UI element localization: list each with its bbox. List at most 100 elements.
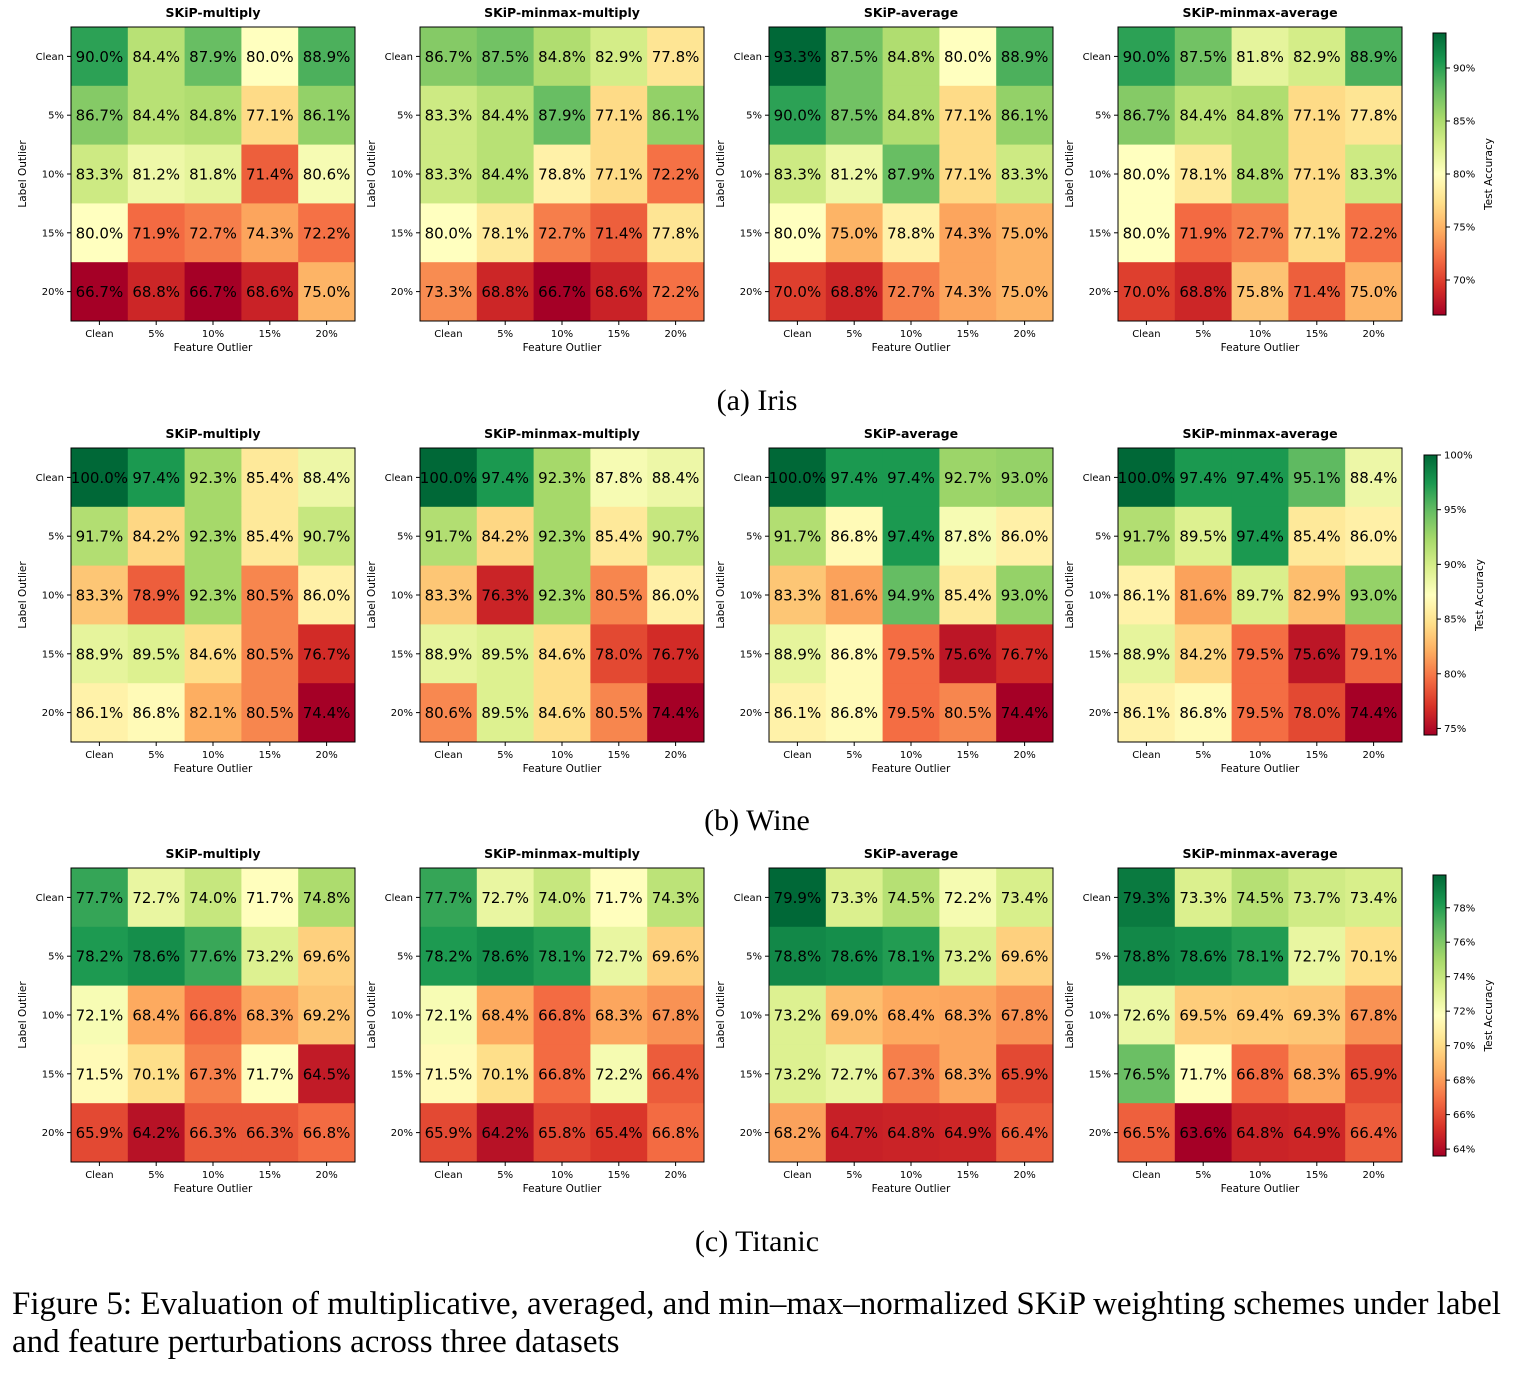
cell-label: 74.0% bbox=[189, 889, 237, 907]
heatmap-cell bbox=[590, 868, 648, 928]
cell-label: 69.4% bbox=[1236, 1007, 1284, 1025]
cell-label: 80.0% bbox=[425, 224, 473, 242]
heatmap-cell bbox=[71, 985, 129, 1045]
heatmap-cell bbox=[769, 624, 827, 684]
panel-title: SKiP-minmax-average bbox=[1182, 426, 1337, 441]
cell-label: 69.3% bbox=[1293, 1007, 1341, 1025]
cell-label: 72.7% bbox=[189, 224, 237, 242]
colorbar-tick-label: 68% bbox=[1453, 1076, 1475, 1087]
cell-label: 88.4% bbox=[303, 469, 351, 487]
cell-label: 69.6% bbox=[1001, 948, 1049, 966]
x-tick-label: 15% bbox=[1306, 750, 1328, 761]
heatmap-cell bbox=[1231, 985, 1289, 1045]
cell-label: 78.2% bbox=[76, 948, 124, 966]
cell-label: 68.4% bbox=[887, 1007, 935, 1025]
x-tick-label: Clean bbox=[783, 329, 811, 340]
cell-label: 85.4% bbox=[246, 469, 294, 487]
colorbar-tick-label: 95% bbox=[1444, 505, 1466, 516]
heatmap-cell bbox=[939, 624, 997, 684]
cell-label: 80.5% bbox=[246, 587, 294, 605]
cell-label: 84.8% bbox=[189, 107, 237, 125]
cell-label: 70.0% bbox=[1123, 283, 1171, 301]
y-tick-label: 20% bbox=[42, 287, 64, 298]
cell-label: 68.8% bbox=[132, 283, 180, 301]
x-tick-label: 5% bbox=[497, 1170, 513, 1181]
cell-label: 75.0% bbox=[1001, 224, 1049, 242]
cell-label: 66.3% bbox=[189, 1124, 237, 1142]
cell-label: 68.3% bbox=[944, 1065, 992, 1083]
cell-label: 66.7% bbox=[538, 283, 586, 301]
heatmap-cell bbox=[647, 1103, 705, 1163]
heatmap-panel-0-1: SKiP-minmax-multiply 86.7% 87.5% 84.8% 82.9%… bbox=[366, 5, 705, 354]
x-tick-label: 15% bbox=[1306, 1170, 1328, 1181]
cell-label: 73.2% bbox=[944, 948, 992, 966]
x-tick-label: 20% bbox=[1362, 329, 1384, 340]
heatmap-cell bbox=[1345, 262, 1403, 322]
heatmap-cell bbox=[298, 1044, 356, 1104]
heatmap-cell bbox=[1231, 85, 1289, 145]
y-tick-label: 5% bbox=[1095, 532, 1111, 543]
cell-label: 72.2% bbox=[944, 889, 992, 907]
y-tick-label: Clean bbox=[36, 52, 64, 63]
y-tick-label: 5% bbox=[746, 952, 762, 963]
x-tick-label: 5% bbox=[148, 1170, 164, 1181]
cell-label: 78.0% bbox=[595, 645, 643, 663]
y-tick-label: Clean bbox=[734, 473, 762, 484]
cell-label: 89.5% bbox=[481, 704, 529, 722]
heatmap-cell bbox=[996, 27, 1054, 87]
heatmap-cell bbox=[825, 985, 883, 1045]
heatmap-cell bbox=[298, 565, 356, 625]
heatmap-cell bbox=[420, 27, 478, 87]
heatmap-cell bbox=[647, 144, 705, 204]
heatmap-cell bbox=[996, 144, 1054, 204]
heatmap-panel-0-2: SKiP-average 93.3% 87.5% 84.8% 80.0% 88.9% 90.… bbox=[715, 5, 1054, 354]
heatmap-cell bbox=[241, 1044, 299, 1104]
heatmap-cell bbox=[71, 565, 129, 625]
cell-label: 82.1% bbox=[189, 704, 237, 722]
x-tick-label: 10% bbox=[551, 329, 573, 340]
heatmap-cell bbox=[882, 868, 940, 928]
y-tick-label: 5% bbox=[1095, 952, 1111, 963]
cell-label: 78.9% bbox=[132, 587, 180, 605]
cell-label: 74.3% bbox=[652, 889, 700, 907]
cell-label: 78.8% bbox=[1123, 948, 1171, 966]
x-tick-label: 10% bbox=[900, 329, 922, 340]
cell-label: 73.2% bbox=[246, 948, 294, 966]
cell-label: 70.1% bbox=[132, 1065, 180, 1083]
x-axis-label: Feature Outlier bbox=[523, 342, 602, 354]
x-tick-label: 20% bbox=[315, 1170, 337, 1181]
heatmap-cell bbox=[298, 926, 356, 986]
cell-label: 89.5% bbox=[481, 645, 529, 663]
heatmap-cell bbox=[996, 926, 1054, 986]
cell-label: 64.2% bbox=[132, 1124, 180, 1142]
heatmap-cell bbox=[298, 262, 356, 322]
cell-label: 80.5% bbox=[246, 704, 294, 722]
heatmap-cell bbox=[184, 27, 242, 87]
x-tick-label: 15% bbox=[608, 750, 630, 761]
heatmap-cell bbox=[127, 565, 185, 625]
y-axis-label: Label Outlier bbox=[366, 561, 378, 629]
colorbar-gradient bbox=[1423, 454, 1438, 736]
cell-label: 78.8% bbox=[774, 948, 822, 966]
y-tick-label: 10% bbox=[1089, 591, 1111, 602]
cell-label: 72.7% bbox=[830, 1065, 878, 1083]
cell-label: 76.5% bbox=[1123, 1065, 1171, 1083]
heatmap-cell bbox=[71, 868, 129, 928]
cell-label: 64.8% bbox=[887, 1124, 935, 1142]
heatmap-cell bbox=[590, 985, 648, 1045]
heatmap-cell bbox=[1231, 203, 1289, 263]
cell-label: 75.0% bbox=[303, 283, 351, 301]
x-tick-label: Clean bbox=[783, 1170, 811, 1181]
heatmap-cell bbox=[939, 506, 997, 566]
x-tick-label: 10% bbox=[1249, 329, 1271, 340]
cell-label: 84.2% bbox=[132, 528, 180, 546]
cell-label: 64.5% bbox=[303, 1065, 351, 1083]
cell-label: 78.6% bbox=[132, 948, 180, 966]
heatmap-cell bbox=[533, 868, 591, 928]
heatmap-cell bbox=[1174, 506, 1232, 566]
cell-label: 92.3% bbox=[189, 469, 237, 487]
heatmap-cell bbox=[1288, 1103, 1346, 1163]
heatmap-cell bbox=[298, 868, 356, 928]
cell-label: 70.1% bbox=[1350, 948, 1398, 966]
heatmap-cell bbox=[996, 624, 1054, 684]
